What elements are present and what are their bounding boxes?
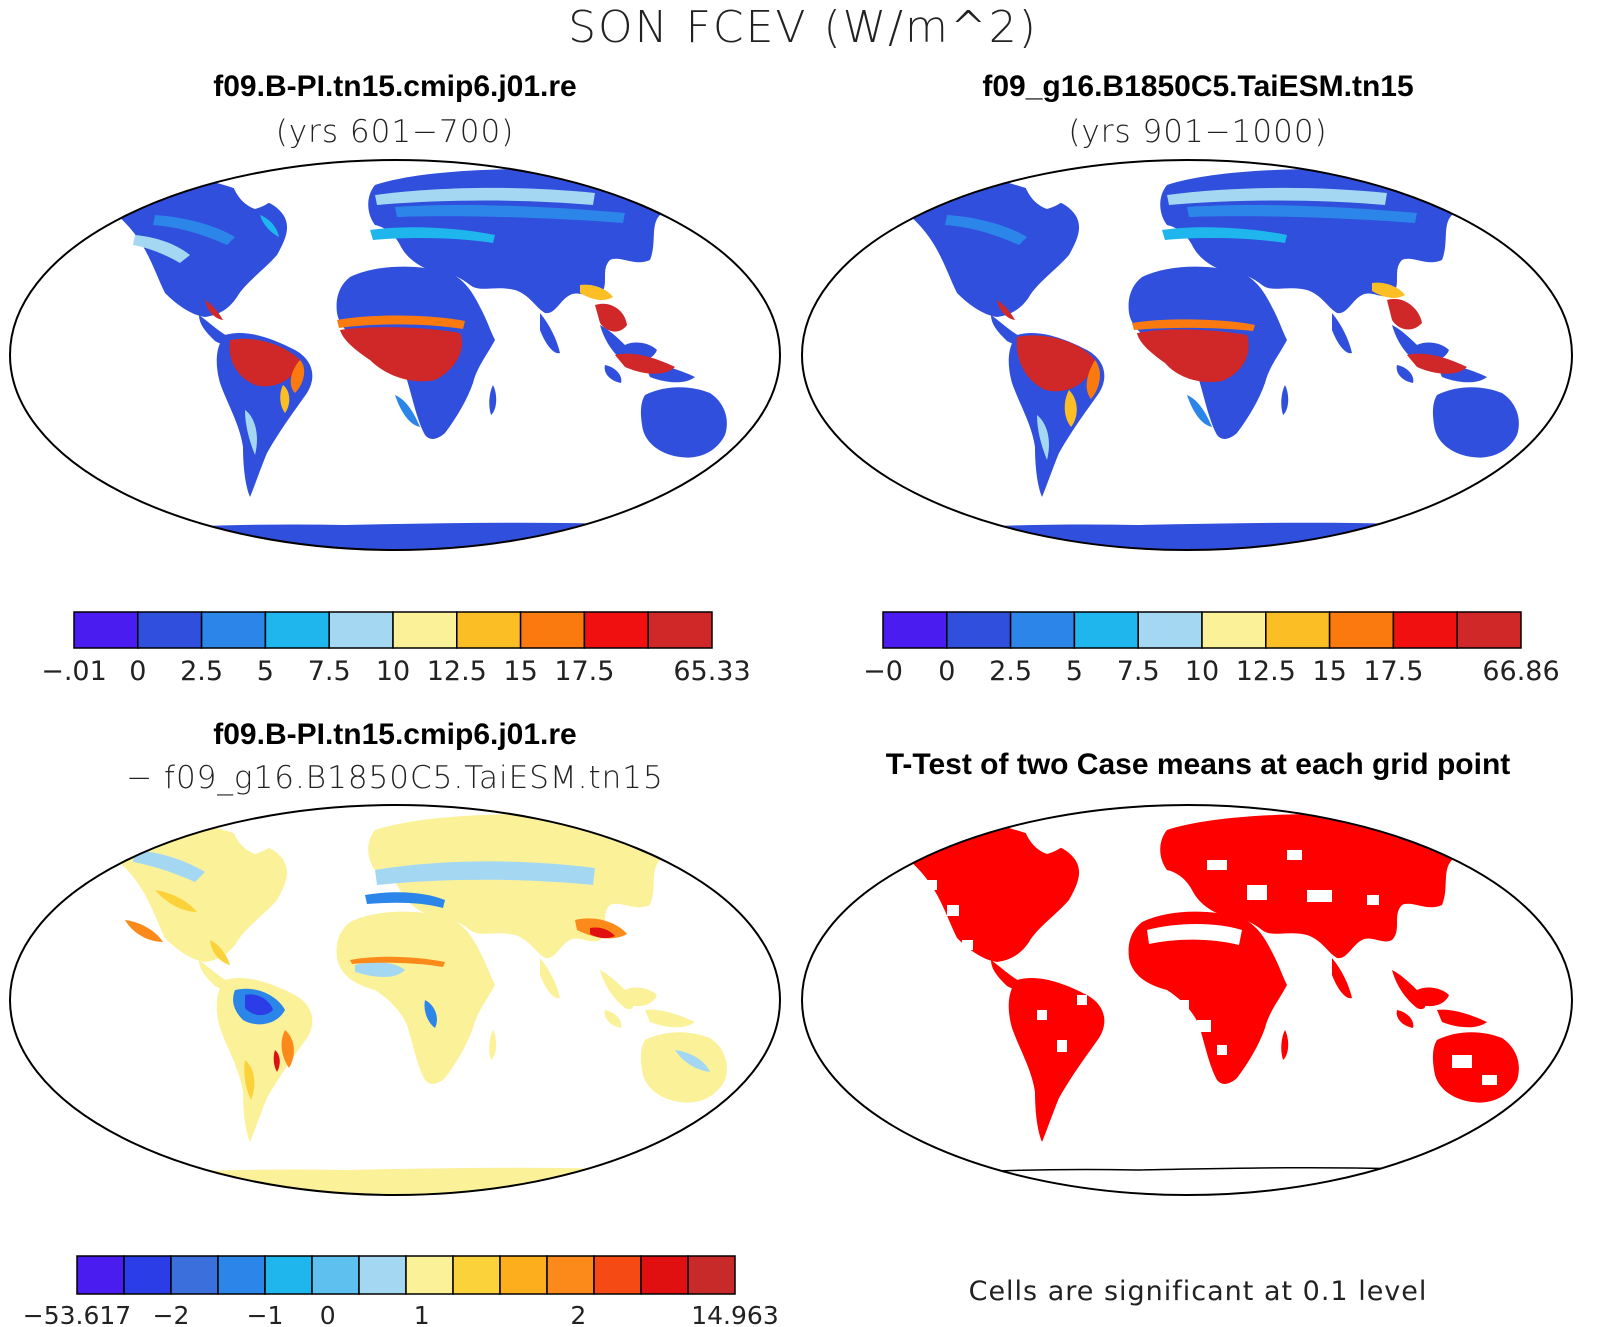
colorbar-swatch	[1456, 611, 1522, 649]
colorbar-swatch	[519, 611, 586, 649]
colorbar-swatch	[392, 611, 458, 649]
colorbar-tick-label: 65.33	[673, 656, 750, 687]
colorbar-swatch	[456, 611, 522, 649]
colorbar-tick-label: 5	[257, 656, 274, 687]
map-case2	[801, 159, 1573, 551]
colorbar-case2: −0 0 2.5 5 7.5 10 12.5 15 17.5 66.86	[863, 611, 1560, 687]
colorbar-swatch	[73, 611, 139, 649]
panel-case2-subtitle: (yrs 901−1000)	[1068, 114, 1328, 150]
colorbar-swatch	[311, 1255, 360, 1295]
colorbar-swatch	[1073, 611, 1139, 649]
colorbar-tick-label: −0	[863, 656, 903, 687]
colorbar-swatch	[358, 1255, 407, 1295]
colorbar-tick-label: 17.5	[1363, 656, 1423, 687]
colorbar-swatch	[499, 1255, 548, 1295]
colorbar-tick-label: −.01	[41, 656, 107, 687]
colorbar-swatch	[170, 1255, 219, 1295]
colorbar-tick-label: 1	[414, 1301, 430, 1327]
colorbar-swatch	[593, 1255, 642, 1295]
colorbar-tick-label: 2.5	[989, 656, 1032, 687]
colorbar-swatch	[1392, 611, 1458, 649]
colorbar-tick-label: −2	[153, 1301, 190, 1327]
panel-diff-subtitle: − f09_g16.B1850C5.TaiESM.tn15	[126, 760, 664, 796]
colorbar-tick-label: 0	[938, 656, 955, 687]
colorbar-tick-label: 12.5	[427, 656, 487, 687]
colorbar-swatch	[647, 611, 713, 649]
colorbar-tick-label: 17.5	[554, 656, 614, 687]
colorbar-swatch	[405, 1255, 454, 1295]
map-difference	[9, 804, 781, 1196]
colorbar-tick-label: 0	[320, 1301, 336, 1327]
colorbar-swatch	[687, 1255, 736, 1295]
colorbar-swatch	[137, 611, 203, 649]
colorbar-swatch	[200, 611, 267, 649]
colorbar-swatch	[452, 1255, 501, 1295]
colorbar-tick-label: 7.5	[1117, 656, 1160, 687]
colorbar-tick-label: 10	[376, 656, 410, 687]
colorbar-swatch	[946, 611, 1012, 649]
colorbar-tick-label: −1	[247, 1301, 284, 1327]
colorbar-swatch	[1328, 611, 1395, 649]
colorbar-tick-label: 0	[129, 656, 146, 687]
colorbar-tick-label: 12.5	[1236, 656, 1296, 687]
colorbar-swatch	[1265, 611, 1331, 649]
colorbar-swatch	[123, 1255, 172, 1295]
panel-diff-title: f09.B-PI.tn15.cmip6.j01.re	[213, 718, 577, 751]
colorbar-tick-label: 7.5	[308, 656, 351, 687]
colorbar-swatch	[264, 611, 330, 649]
colorbar-tick-label: 2	[570, 1301, 586, 1327]
colorbar-tick-label: 10	[1185, 656, 1219, 687]
colorbar-case1: −.01 0 2.5 5 7.5 10 12.5 15 17.5 65.33	[41, 611, 751, 687]
panel-case1-title: f09.B-PI.tn15.cmip6.j01.re	[213, 70, 577, 103]
colorbar-swatch	[546, 1255, 595, 1295]
colorbar-tick-label: 14.963	[691, 1301, 778, 1327]
panel-case2-title: f09_g16.B1850C5.TaiESM.tn15	[982, 70, 1414, 103]
figure-title: SON FCEV (W/m^2)	[568, 2, 1038, 53]
colorbar-swatch	[1009, 611, 1076, 649]
colorbar-tick-label: 15	[503, 656, 537, 687]
colorbar-tick-label: 2.5	[180, 656, 223, 687]
map-case1	[9, 159, 781, 551]
colorbar-swatch	[583, 611, 649, 649]
colorbar-swatch	[328, 611, 394, 649]
colorbar-tick-label: −53.617	[23, 1301, 131, 1327]
ttest-footnote: Cells are significant at 0.1 level	[968, 1276, 1428, 1307]
panel-ttest-title: T-Test of two Case means at each grid po…	[885, 748, 1511, 781]
colorbar-swatch	[1201, 611, 1267, 649]
colorbar-tick-label: 5	[1066, 656, 1083, 687]
colorbar-swatch	[76, 1255, 125, 1295]
colorbar-swatch	[882, 611, 948, 649]
colorbar-swatch	[1137, 611, 1203, 649]
colorbar-tick-label: 15	[1312, 656, 1346, 687]
colorbar-tick-label: 66.86	[1482, 656, 1559, 687]
colorbar-swatch	[264, 1255, 313, 1295]
colorbar-swatch	[640, 1255, 689, 1295]
colorbar-swatch	[217, 1255, 266, 1295]
panel-case1-subtitle: (yrs 601−700)	[275, 114, 515, 150]
colorbar-difference: −53.617 −2 −1 0 1 2 14.963	[23, 1255, 779, 1327]
map-ttest	[801, 804, 1573, 1196]
